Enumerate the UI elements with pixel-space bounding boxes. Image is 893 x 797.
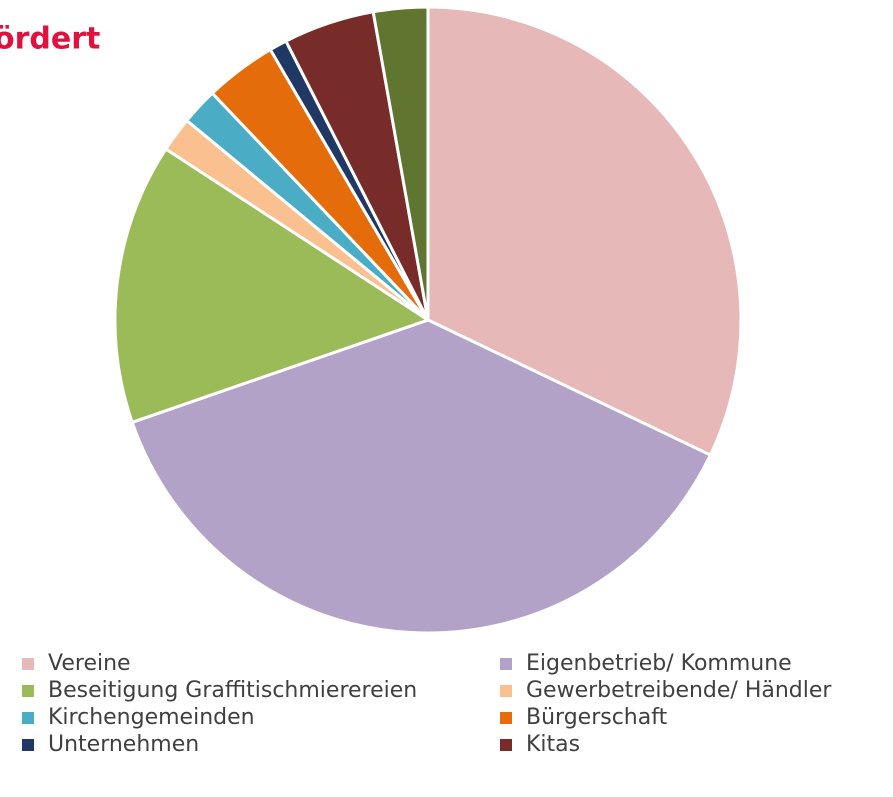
pie-slice	[426, 5, 743, 457]
legend-label: Beseitigung Graffitischmierereien	[48, 678, 417, 703]
pie-slice	[371, 5, 430, 322]
legend-swatch	[500, 712, 512, 724]
legend-label: Eigenbetrieb/ Kommune	[526, 651, 792, 676]
legend-label: Kitas	[526, 732, 580, 757]
legend-swatch	[22, 712, 34, 724]
legend-swatch	[22, 658, 34, 670]
pie-slice	[130, 318, 712, 635]
pie-slice	[113, 147, 430, 424]
legend-swatch	[500, 685, 512, 697]
legend-swatch	[22, 685, 34, 697]
legend-swatch	[500, 739, 512, 751]
legend-label: Kirchengemeinden	[48, 705, 255, 730]
legend-swatch	[500, 658, 512, 670]
legend-label: Gewerbetreibende/ Händler	[526, 678, 832, 703]
chart-title: ördert	[0, 22, 100, 57]
legend-swatch	[22, 739, 34, 751]
legend-label: Bürgerschaft	[526, 705, 668, 730]
legend-label: Vereine	[48, 651, 131, 676]
legend-label: Unternehmen	[48, 732, 199, 757]
